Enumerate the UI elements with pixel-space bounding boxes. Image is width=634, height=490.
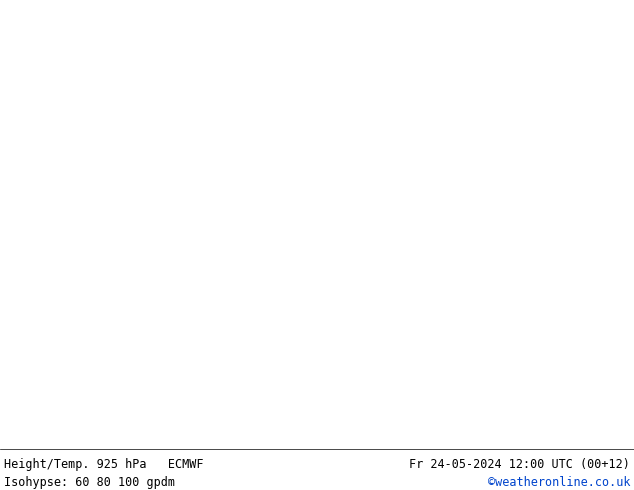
Text: Fr 24-05-2024 12:00 UTC (00+12): Fr 24-05-2024 12:00 UTC (00+12) — [409, 458, 630, 471]
Text: Isohypse: 60 80 100 gpdm: Isohypse: 60 80 100 gpdm — [4, 476, 175, 489]
Text: ©weatheronline.co.uk: ©weatheronline.co.uk — [488, 476, 630, 489]
Text: Height/Temp. 925 hPa   ECMWF: Height/Temp. 925 hPa ECMWF — [4, 458, 204, 471]
